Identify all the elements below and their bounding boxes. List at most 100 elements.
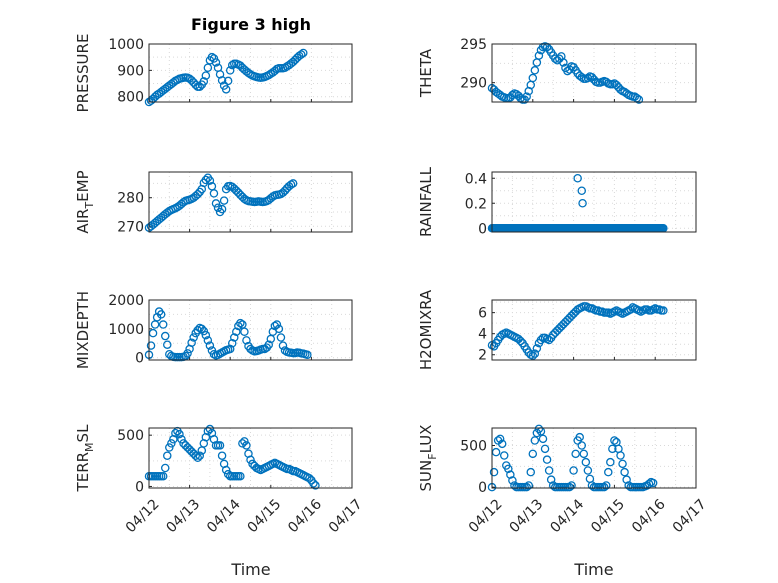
subplot-rainfall: 0 0.2 0.4 RAINFALL bbox=[417, 166, 697, 237]
data-point bbox=[528, 351, 538, 361]
x-tick-label: 04/13 bbox=[163, 496, 203, 536]
y-axis-label: SUNFLUX bbox=[417, 425, 439, 492]
data-point bbox=[199, 77, 209, 86]
axes-box bbox=[148, 171, 353, 233]
data-point bbox=[201, 175, 211, 185]
data-point bbox=[242, 441, 251, 450]
y-axis-label-main: THETA bbox=[417, 48, 435, 98]
data-point bbox=[565, 482, 574, 492]
y-tick-label: 2 bbox=[478, 348, 487, 364]
data-point bbox=[538, 434, 548, 444]
data-point bbox=[217, 204, 227, 214]
subplot-mixdepth: 0 1000 2000 MIXDEPTH bbox=[74, 291, 353, 369]
data-point bbox=[215, 441, 225, 450]
data-point bbox=[530, 436, 540, 445]
y-axis-label-main: H2OMIXRA bbox=[417, 289, 435, 370]
data-point bbox=[197, 324, 207, 334]
data-point bbox=[195, 82, 204, 91]
data-point bbox=[264, 340, 274, 349]
data-point bbox=[532, 344, 542, 353]
data-point bbox=[201, 71, 211, 80]
data-point bbox=[516, 336, 525, 346]
data-point bbox=[510, 481, 519, 490]
y-axis-label: H2OMIXRA bbox=[417, 289, 435, 370]
data-point bbox=[524, 481, 533, 490]
x-tick-label: 04/16 bbox=[629, 496, 669, 536]
data-point bbox=[534, 51, 544, 60]
y-tick-label: 295 bbox=[460, 37, 487, 53]
y-tick-label: 1000 bbox=[108, 37, 144, 53]
data-point bbox=[165, 443, 174, 452]
subplot-terr: 0 500 TERRMSL 04/12 04/13 04/14 04/15 04/16 04/1… bbox=[74, 424, 366, 536]
data-point bbox=[508, 476, 517, 485]
data-point bbox=[175, 429, 184, 439]
data-point bbox=[544, 335, 554, 345]
y-tick-label: 2000 bbox=[108, 293, 144, 309]
data-point bbox=[193, 326, 202, 335]
data-point bbox=[309, 479, 318, 488]
data-point bbox=[187, 447, 196, 456]
data-point bbox=[211, 199, 221, 208]
data-point bbox=[583, 73, 593, 83]
data-point bbox=[616, 451, 625, 460]
data-point bbox=[299, 48, 308, 58]
data-point bbox=[193, 453, 202, 462]
data-point bbox=[489, 467, 499, 477]
data-point bbox=[599, 482, 609, 492]
data-point bbox=[183, 443, 192, 452]
data-point bbox=[504, 464, 513, 474]
y-axis-label-main: RAINFALL bbox=[417, 166, 435, 237]
data-point bbox=[618, 459, 627, 469]
data-point bbox=[203, 426, 213, 436]
data-point bbox=[163, 340, 172, 349]
data-point bbox=[177, 435, 186, 444]
figure-title: Figure 3 high bbox=[191, 15, 311, 34]
subplot-pressure: 800 900 1000 PRESSURE bbox=[74, 34, 353, 112]
data-point bbox=[534, 424, 544, 434]
data-point bbox=[199, 326, 209, 336]
data-point bbox=[278, 341, 288, 350]
data-point bbox=[217, 76, 227, 85]
y-tick-label: 900 bbox=[117, 63, 144, 79]
y-tick-label: 0 bbox=[135, 351, 144, 367]
x-tick-label: 04/14 bbox=[204, 496, 244, 536]
data-point bbox=[209, 54, 219, 63]
data-point bbox=[205, 341, 215, 350]
data-point bbox=[272, 320, 282, 329]
data-point bbox=[616, 85, 625, 94]
x-axis-label-right: Time bbox=[573, 560, 613, 579]
y-tick-label: 500 bbox=[460, 439, 487, 455]
y-axis-label: TERRMSL bbox=[74, 424, 96, 493]
data-point bbox=[604, 467, 613, 477]
y-axis-label-main: AIR bbox=[74, 209, 92, 234]
x-tick-label: 04/17 bbox=[670, 496, 710, 536]
data-point bbox=[238, 439, 247, 448]
data-point bbox=[221, 85, 231, 94]
y-tick-label: 0 bbox=[135, 479, 144, 495]
data-point bbox=[522, 92, 531, 101]
data-point bbox=[557, 322, 566, 331]
y-tick-label: 280 bbox=[117, 191, 144, 207]
data-point bbox=[497, 439, 507, 449]
data-point bbox=[571, 449, 580, 459]
data-point bbox=[508, 90, 517, 100]
data-point bbox=[577, 186, 587, 195]
axes-box bbox=[148, 43, 353, 103]
data-point bbox=[536, 335, 546, 345]
data-point bbox=[230, 333, 239, 342]
subplot-sun: 0 500 SUNFLUX 04/12 04/13 04/14 04/15 04/16 04/1… bbox=[417, 425, 710, 537]
data-point bbox=[567, 481, 576, 490]
data-point bbox=[544, 466, 554, 475]
y-tick-label: 6 bbox=[478, 306, 487, 322]
data-point bbox=[217, 451, 227, 460]
data-point bbox=[213, 203, 223, 212]
y-axis-label: THETA bbox=[417, 48, 435, 98]
data-point bbox=[288, 179, 298, 188]
data-point bbox=[193, 190, 202, 199]
data-point bbox=[526, 467, 536, 477]
data-point bbox=[296, 50, 306, 59]
data-point bbox=[187, 338, 196, 347]
data-point bbox=[181, 441, 190, 450]
